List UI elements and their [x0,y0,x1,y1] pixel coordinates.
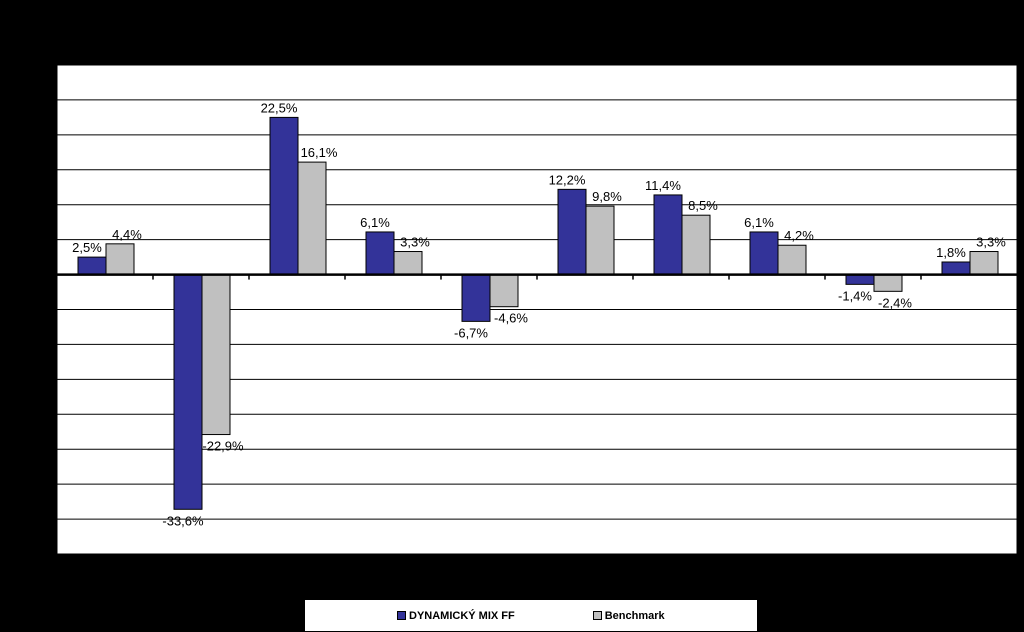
bar-series-2-8 [777,244,807,276]
bar-series-1-4 [365,231,395,276]
data-label-series-2-4: 3,3% [400,235,430,250]
data-label-series-2-10: 3,3% [976,235,1006,250]
bar-series-1-8 [749,231,779,276]
data-label-series-1-9: -1,4% [838,288,872,303]
bar-series-2-5 [489,274,519,308]
bar-series-1-2 [173,274,203,510]
bar-series-1-7 [653,194,683,276]
data-label-series-1-4: 6,1% [360,215,390,230]
plot-border [56,64,1018,555]
data-label-series-1-1: 2,5% [72,240,102,255]
bar-series-2-2 [201,274,231,436]
data-label-series-2-6: 9,8% [592,189,622,204]
data-label-series-2-2: -22,9% [202,439,244,454]
bar-series-2-1 [105,243,135,276]
chart-legend: DYNAMICKÝ MIX FF Benchmark [305,600,757,631]
data-label-series-1-5: -6,7% [454,325,488,340]
bar-series-1-5 [461,274,491,322]
bar-series-2-9 [873,274,903,292]
bar-series-1-9 [845,274,875,285]
bar-series-2-4 [393,251,423,276]
bar-series-1-3 [269,116,299,276]
bar-series-2-10 [969,251,999,276]
legend-swatch-series-1 [397,611,406,620]
data-label-series-1-7: 11,4% [645,178,681,193]
bar-series-1-10 [941,261,971,276]
data-label-series-2-9: -2,4% [878,295,912,310]
bar-series-2-6 [585,205,615,276]
legend-item-series-2: Benchmark [592,609,665,622]
data-label-series-2-5: -4,6% [494,311,528,326]
data-label-series-2-8: 4,2% [784,228,814,243]
bar-series-1-1 [77,256,107,276]
bar-chart: 2,5% 4,4% -33,6% -22,9% 22,5% 16,1% 6,1% 3,3% -6… [56,64,1018,555]
legend-item-series-1: DYNAMICKÝ MIX FF [397,610,515,622]
legend-swatch-series-2 [592,611,602,620]
data-label-series-2-1: 4,4% [112,227,142,242]
bar-series-2-3 [297,161,327,276]
bar-series-2-7 [681,214,711,276]
data-label-series-2-7: 8,5% [688,198,718,213]
data-label-series-1-3: 22,5% [261,100,298,115]
data-label-series-2-3: 16,1% [301,145,338,160]
data-label-series-1-6: 12,2% [549,172,586,187]
data-label-series-1-10: 1,8% [936,245,966,260]
data-label-series-1-8: 6,1% [744,215,774,230]
legend-label-series-2: Benchmark [604,609,665,622]
bar-series-1-6 [557,188,587,276]
legend-label-series-1: DYNAMICKÝ MIX FF [409,609,515,622]
data-label-series-1-2: -33,6% [162,513,204,528]
